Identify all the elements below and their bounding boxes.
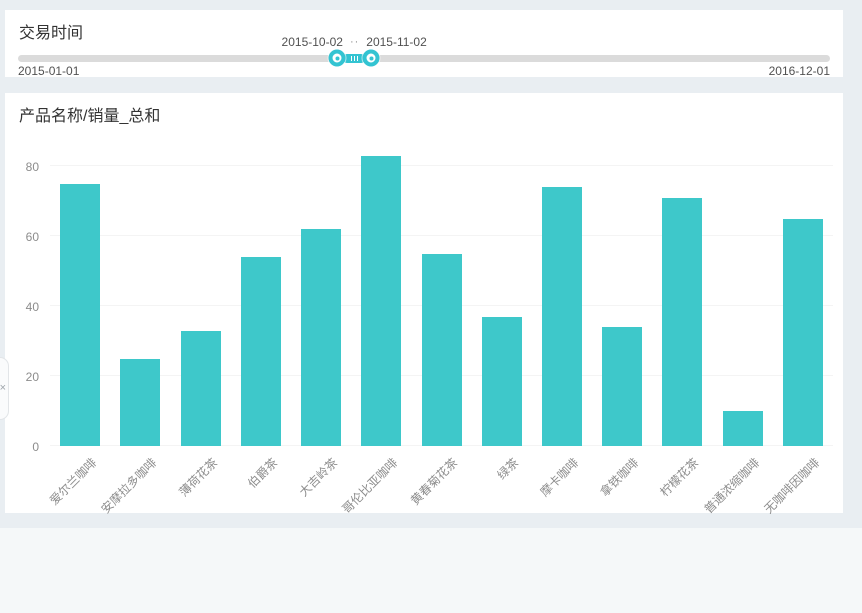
slider-track[interactable] — [18, 55, 830, 62]
bar[interactable] — [60, 183, 101, 446]
slider-handle-start[interactable] — [328, 49, 346, 67]
y-axis-tick-label: 80 — [25, 160, 39, 174]
x-axis-label: 绿茶 — [494, 455, 522, 483]
slider-grip-handle[interactable] — [343, 54, 366, 63]
bar[interactable] — [361, 155, 402, 446]
x-axis-label: 薄荷花茶 — [176, 455, 220, 500]
y-axis-tick-label: 20 — [25, 370, 39, 384]
plot-area — [50, 155, 833, 446]
bar[interactable] — [481, 316, 522, 446]
y-axis-tick-label: 0 — [32, 440, 39, 454]
filter-panel-title: 交易时间 — [19, 25, 84, 42]
x-axis-label: 拿铁咖啡 — [597, 455, 642, 500]
bar[interactable] — [782, 218, 823, 446]
x-axis-label: 黄春菊花茶 — [408, 455, 461, 508]
chart-panel: 产品名称/销量_总和 0 20 40 60 80 爱尔兰咖啡 安摩拉多咖啡 薄荷花茶 伯爵茶大… — [5, 93, 843, 516]
gridline — [50, 235, 833, 236]
y-axis-tick-label: 60 — [25, 230, 39, 244]
y-axis: 0 20 40 60 80 — [5, 156, 41, 454]
x-axis-label: 大吉岭茶 — [296, 455, 341, 500]
x-axis-label: 普通浓缩咖啡 — [701, 455, 762, 517]
slider-max-label: 2016-12-01 — [768, 64, 830, 78]
bar[interactable] — [240, 257, 281, 446]
slider-range-labels: 2015-01-01 2016-12-01 — [18, 64, 830, 78]
date-range-slider: 2015-10-02 ·· 2015-11-02 — [18, 35, 830, 67]
slider-separator: ·· — [349, 36, 360, 48]
x-axis-label: 无咖啡因咖啡 — [761, 455, 823, 517]
bar[interactable] — [301, 229, 342, 446]
bar[interactable] — [541, 187, 582, 446]
bar[interactable] — [602, 327, 643, 446]
slider-end-date: 2015-11-02 — [366, 35, 427, 49]
y-axis-tick-label: 40 — [25, 300, 39, 314]
bar[interactable] — [662, 197, 703, 446]
x-axis-label: 爱尔兰咖啡 — [47, 455, 100, 508]
x-axis-label: 安摩拉多咖啡 — [98, 455, 160, 517]
drawer-toggle-button[interactable]: × — [0, 357, 9, 420]
slider-selected-values: 2015-10-02 ·· 2015-11-02 — [282, 35, 427, 49]
slider-handle-end[interactable] — [362, 49, 380, 67]
bar[interactable] — [120, 358, 161, 446]
slider-start-date: 2015-10-02 — [281, 35, 343, 49]
bar[interactable] — [722, 411, 763, 446]
filter-panel: 交易时间 2015-10-02 ·· 2015-11-02 2015-01-01… — [5, 10, 843, 78]
x-axis-label: 哥伦比亚咖啡 — [339, 455, 401, 517]
x-axis-label: 柠檬花茶 — [657, 455, 702, 500]
x-axis-label: 伯爵茶 — [244, 455, 281, 491]
slider-min-label: 2015-01-01 — [18, 64, 80, 78]
x-axis-label: 摩卡咖啡 — [537, 455, 582, 500]
bar[interactable] — [421, 253, 462, 446]
chart-title: 产品名称/销量_总和 — [19, 108, 161, 125]
gridline — [50, 165, 833, 166]
close-icon: × — [0, 382, 6, 394]
bar[interactable] — [180, 330, 221, 446]
x-axis: 爱尔兰咖啡 安摩拉多咖啡 薄荷花茶 伯爵茶 大吉岭茶 哥伦比亚咖啡 黄春菊花茶 绿茶 摩卡咖啡拿… — [47, 450, 833, 516]
